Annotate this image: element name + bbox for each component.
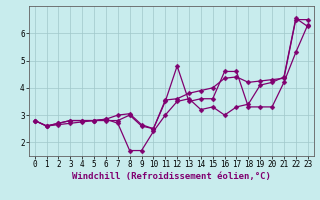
X-axis label: Windchill (Refroidissement éolien,°C): Windchill (Refroidissement éolien,°C) xyxy=(72,172,271,181)
